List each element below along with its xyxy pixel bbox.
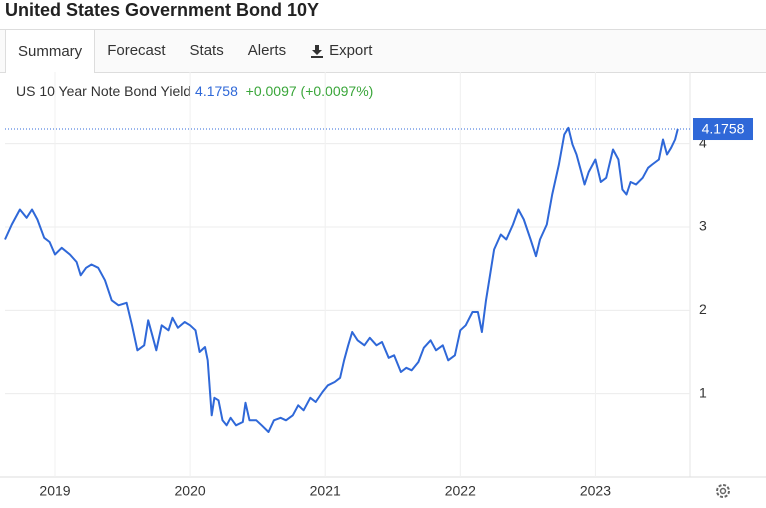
quote: US 10 Year Note Bond Yield 4.1758 +0.009… [16, 83, 373, 99]
tab-bar: Summary Forecast Stats Alerts Export [0, 29, 766, 73]
tab[interactable]: Forecast [95, 30, 177, 72]
last-value-label: 4.1758 [702, 121, 745, 137]
quote-change: +0.0097 [245, 83, 297, 99]
settings-icon[interactable] [716, 484, 730, 498]
tab-label: Alerts [247, 42, 287, 59]
y-tick-label: 2 [699, 301, 707, 317]
x-tick-label: 2020 [175, 483, 206, 499]
y-tick-label: 4 [699, 134, 707, 150]
tab[interactable]: Export [298, 30, 384, 72]
tab-label: Stats [189, 42, 224, 59]
tab[interactable]: Stats [178, 30, 236, 72]
last-value-box [693, 118, 753, 141]
x-tick-label: 2023 [580, 483, 611, 499]
tab[interactable]: Summary [5, 30, 96, 73]
tab-label: Forecast [107, 42, 166, 59]
x-tick-label: 2021 [310, 483, 341, 499]
x-tick-label: 2019 [39, 483, 70, 499]
tab[interactable]: Alerts [236, 30, 298, 72]
x-tick-label: 2022 [445, 483, 476, 499]
y-tick-label: 1 [699, 384, 707, 400]
tab-label: Export [329, 42, 373, 59]
quote-change-percent: (+0.0097%) [300, 83, 374, 99]
page-title: United States Government Bond 10Y [5, 0, 320, 20]
y-tick-label: 3 [699, 218, 707, 234]
quote-name: US 10 Year Note Bond Yield [16, 83, 192, 99]
download-icon [311, 45, 324, 58]
tab-label: Summary [18, 42, 83, 60]
quote-value: 4.1758 [195, 83, 238, 99]
series-line [4, 126, 679, 433]
